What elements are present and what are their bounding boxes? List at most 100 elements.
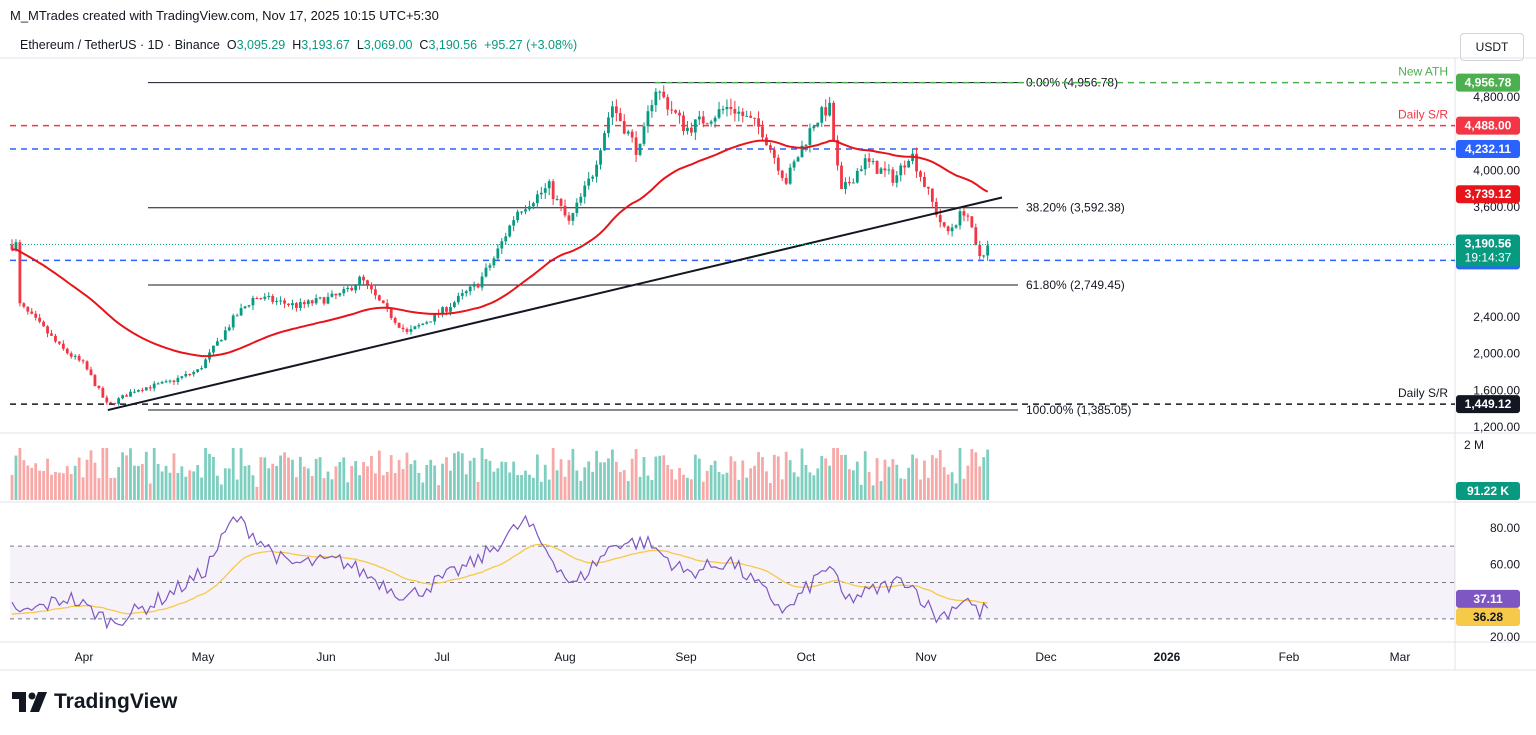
level-value-label-box: [1456, 73, 1520, 92]
volume-bar: [587, 461, 591, 500]
candle-body: [808, 128, 812, 145]
candle-body: [334, 293, 338, 296]
rsi-line: [11, 514, 989, 630]
candle-body: [618, 113, 622, 122]
volume-bar: [437, 485, 440, 500]
tradingview-logo[interactable]: TradingView: [12, 690, 177, 714]
candle-body: [678, 112, 681, 116]
candle-body: [950, 227, 954, 232]
volume-bar: [460, 453, 464, 500]
candle-body: [520, 211, 523, 213]
open-value: 3,095.29: [236, 38, 286, 52]
volume-bar: [223, 468, 227, 500]
candle-body: [638, 143, 642, 155]
candle-body: [453, 302, 456, 308]
volume-bar: [219, 484, 223, 500]
volume-bar: [279, 455, 282, 500]
candle-body: [539, 192, 543, 195]
volume-bar: [231, 448, 235, 500]
volume-bar: [875, 458, 879, 500]
candle-body: [654, 91, 658, 106]
candle-body: [34, 313, 38, 318]
candle-body: [326, 296, 330, 304]
candle-body: [176, 377, 180, 382]
volume-bar: [772, 454, 776, 500]
volume-bar: [737, 479, 741, 500]
volume-bar: [642, 457, 646, 500]
fib-label: 100.00% (1,385.05): [1026, 403, 1131, 417]
candle-body: [243, 306, 247, 309]
candle-body: [65, 348, 69, 354]
volume-bar: [247, 465, 251, 500]
candle-body: [816, 122, 820, 127]
volume-bar: [85, 459, 89, 500]
candle-body: [310, 300, 314, 304]
candle-body: [188, 373, 192, 375]
candle-body: [848, 181, 851, 184]
candle-body: [824, 107, 828, 116]
level-value-label: 4,488.00: [1465, 119, 1512, 133]
volume-bar: [512, 461, 516, 500]
open-label: O: [226, 38, 237, 52]
candle-body: [745, 115, 749, 117]
candle-body: [54, 335, 57, 342]
volume-bar: [930, 455, 934, 500]
volume-bar: [140, 464, 144, 500]
volume-bar: [848, 469, 851, 500]
candle-body: [962, 211, 966, 216]
candle-body: [599, 150, 602, 165]
volume-bar: [192, 471, 196, 500]
volume-bar: [488, 460, 492, 500]
candle-body: [820, 107, 824, 123]
candle-body: [409, 329, 413, 332]
candle-body: [567, 215, 571, 221]
candle-body: [216, 341, 219, 346]
candle-body: [89, 369, 93, 376]
volume-bar: [958, 448, 962, 500]
volume-bar: [295, 477, 298, 500]
volume-bar: [721, 474, 725, 500]
candle-body: [196, 369, 200, 372]
candle-body: [923, 176, 926, 187]
volume-bar: [283, 452, 286, 500]
volume-bar: [129, 448, 132, 500]
candle-body: [433, 313, 437, 322]
volume-bar: [938, 450, 942, 500]
candle-body: [350, 287, 354, 291]
candle-body: [828, 102, 832, 116]
candle-body: [986, 245, 990, 256]
candle-body: [863, 158, 867, 170]
candle-body: [401, 327, 405, 330]
volume-bar: [903, 479, 907, 500]
candle-body: [840, 165, 843, 189]
candle-body: [705, 123, 709, 125]
candle-body: [686, 127, 689, 132]
candle-body: [314, 298, 318, 304]
candle-body: [927, 186, 930, 189]
volume-bar: [927, 477, 930, 500]
volume-bar: [18, 448, 22, 500]
symbol-label[interactable]: Ethereum / TetherUS · 1D · Binance: [20, 38, 220, 52]
volume-bar: [658, 455, 662, 500]
candle-body: [302, 302, 306, 305]
volume-bar: [81, 477, 85, 500]
candle-body: [855, 170, 859, 183]
candle-body: [247, 305, 251, 307]
volume-bar: [184, 476, 188, 500]
volume-bar: [713, 460, 717, 500]
time-axis-label: Nov: [915, 650, 936, 664]
volume-bar: [358, 475, 361, 500]
candle-body: [129, 391, 132, 397]
currency-button[interactable]: USDT: [1460, 33, 1524, 61]
volume-bar: [622, 469, 626, 500]
candle-body: [97, 385, 101, 388]
volume-bar: [69, 474, 73, 500]
volume-bar: [504, 462, 508, 500]
candle-body: [358, 276, 361, 286]
volume-bar: [113, 477, 117, 500]
candle-body: [883, 168, 887, 171]
volume-bar: [950, 472, 954, 500]
volume-bar: [164, 465, 168, 500]
candle-body: [168, 380, 172, 382]
